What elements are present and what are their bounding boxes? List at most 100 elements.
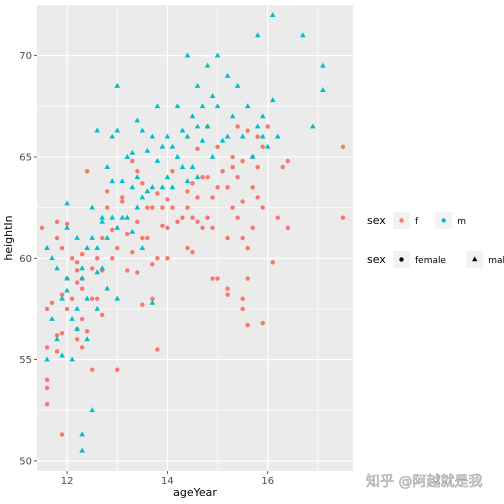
point-f — [225, 185, 230, 190]
point-m — [320, 62, 326, 68]
point-m — [64, 287, 70, 293]
point-m — [214, 52, 221, 58]
point-m — [234, 82, 241, 88]
point-m — [169, 184, 176, 190]
point-m — [199, 137, 206, 143]
point-m — [134, 204, 141, 210]
point-m — [159, 184, 166, 190]
point-f — [79, 252, 85, 257]
y-axis-title: heightIn — [2, 215, 15, 260]
point-m — [59, 352, 65, 358]
point-m — [164, 133, 171, 139]
point-f — [150, 205, 155, 210]
point-f — [275, 215, 280, 220]
point-f — [235, 124, 240, 129]
point-f — [74, 280, 80, 285]
point-f — [100, 312, 105, 318]
point-f — [54, 219, 60, 224]
point-m — [194, 123, 201, 129]
point-f — [165, 197, 170, 202]
point-m — [224, 133, 231, 139]
point-f — [135, 219, 140, 224]
point-f — [84, 168, 90, 174]
point-f — [230, 154, 235, 160]
point-f — [235, 175, 240, 180]
point-m — [74, 305, 80, 311]
point-f — [140, 302, 145, 308]
point-m — [139, 127, 146, 133]
point-f — [170, 205, 175, 210]
point-m — [154, 103, 161, 109]
point-m — [114, 295, 121, 301]
point-m — [84, 336, 90, 342]
point-f — [340, 144, 346, 150]
point-f — [175, 219, 180, 224]
point-m — [69, 356, 75, 362]
point-f — [44, 401, 50, 407]
point-f — [165, 256, 170, 261]
point-f — [115, 367, 120, 372]
point-m — [119, 178, 126, 184]
y-tick-label: 50 — [19, 456, 32, 467]
point-f — [235, 215, 240, 220]
point-f — [115, 245, 120, 251]
point-m — [164, 174, 171, 180]
point-m — [124, 214, 131, 220]
point-m — [189, 163, 196, 169]
legend-symbol — [472, 256, 478, 262]
point-m — [74, 234, 80, 240]
point-f — [44, 385, 50, 391]
point-f — [285, 158, 290, 164]
point-m — [84, 245, 90, 250]
point-f — [260, 205, 265, 210]
point-m — [254, 123, 261, 129]
point-f — [140, 235, 145, 241]
point-m — [64, 200, 70, 206]
point-m — [59, 295, 65, 301]
plot-panel — [37, 5, 353, 471]
point-m — [44, 245, 50, 250]
point-m — [129, 228, 136, 234]
data-points — [39, 12, 346, 453]
x-tick-label: 14 — [161, 476, 174, 487]
point-m — [64, 275, 70, 281]
point-m — [134, 174, 141, 180]
point-f — [260, 144, 265, 150]
point-f — [195, 195, 200, 200]
point-m — [274, 133, 281, 139]
point-m — [149, 184, 156, 190]
point-f — [160, 205, 165, 210]
point-f — [205, 215, 210, 220]
point-f — [285, 225, 290, 231]
point-f — [135, 270, 140, 275]
point-f — [215, 185, 220, 190]
point-f — [54, 349, 60, 354]
point-m — [310, 123, 316, 129]
point-m — [239, 133, 246, 139]
point-m — [114, 127, 121, 133]
point-m — [109, 133, 116, 139]
point-m — [209, 93, 216, 99]
y-tick-label: 70 — [19, 51, 32, 62]
point-f — [89, 266, 95, 271]
point-m — [214, 103, 221, 109]
point-f — [110, 256, 115, 261]
point-m — [219, 137, 226, 143]
point-m — [79, 447, 85, 453]
point-m — [149, 133, 156, 139]
point-f — [255, 195, 260, 200]
point-f — [200, 225, 205, 231]
point-f — [210, 195, 215, 200]
point-m — [174, 153, 181, 159]
point-m — [139, 194, 146, 200]
point-f — [69, 296, 75, 301]
point-m — [204, 123, 211, 129]
point-f — [240, 235, 245, 241]
point-f — [185, 189, 190, 194]
point-m — [129, 149, 136, 155]
point-f — [94, 296, 100, 301]
point-m — [109, 214, 116, 220]
point-m — [79, 275, 85, 281]
point-m — [104, 163, 111, 169]
